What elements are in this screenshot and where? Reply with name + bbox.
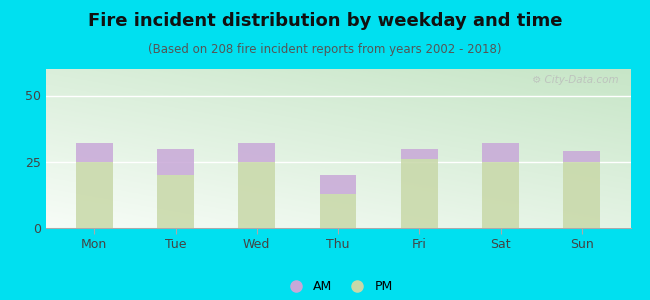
Legend: AM, PM: AM, PM <box>278 275 398 298</box>
Bar <box>320 175 356 194</box>
Bar <box>157 175 194 228</box>
Bar <box>239 162 275 228</box>
Text: (Based on 208 fire incident reports from years 2002 - 2018): (Based on 208 fire incident reports from… <box>148 44 502 56</box>
Bar <box>564 151 600 162</box>
Bar <box>76 143 112 162</box>
Bar <box>401 148 437 159</box>
Text: ⚙ City-Data.com: ⚙ City-Data.com <box>532 75 619 85</box>
Bar <box>76 162 112 228</box>
Bar <box>401 159 437 228</box>
Bar <box>157 148 194 175</box>
Bar <box>482 143 519 162</box>
Text: Fire incident distribution by weekday and time: Fire incident distribution by weekday an… <box>88 12 562 30</box>
Bar <box>239 143 275 162</box>
Bar <box>320 194 356 228</box>
Bar <box>482 162 519 228</box>
Bar <box>564 162 600 228</box>
